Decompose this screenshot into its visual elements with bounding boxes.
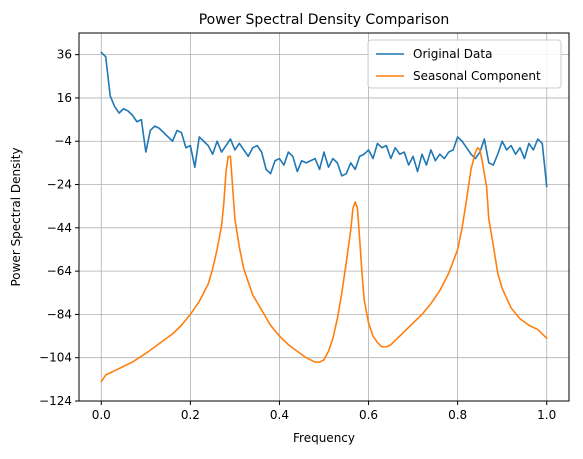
y-tick-label: −4: [54, 134, 72, 148]
x-tick-label: 0.6: [359, 408, 378, 422]
y-tick-label: −104: [39, 351, 72, 365]
x-axis-ticks: 0.0 0.2 0.4 0.6 0.8 1.0: [92, 401, 556, 422]
y-axis-ticks: 36 16 −4 −24 −44 −64 −84 −104 −124: [39, 48, 79, 408]
x-tick-label: 0.2: [181, 408, 200, 422]
x-axis-label: Frequency: [293, 431, 355, 445]
grid: [79, 33, 569, 402]
x-tick-label: 0.8: [448, 408, 467, 422]
y-tick-label: 16: [57, 91, 72, 105]
chart-title: Power Spectral Density Comparison: [199, 12, 450, 28]
legend-label: Seasonal Component: [413, 69, 541, 83]
y-tick-label: −84: [47, 307, 72, 321]
legend: Original Data Seasonal Component: [367, 39, 562, 89]
series-line-original-data: [100, 51, 548, 188]
legend-label: Original Data: [413, 47, 492, 61]
y-axis-label: Power Spectral Density: [9, 147, 23, 286]
y-tick-label: −44: [47, 221, 72, 235]
series-line-seasonal-component: [100, 146, 548, 383]
plot-frame: [78, 32, 570, 402]
y-tick-label: −64: [47, 264, 72, 278]
legend-box: [367, 39, 562, 89]
x-tick-label: 0.4: [270, 408, 289, 422]
x-tick-label: 0.0: [92, 408, 111, 422]
series-layer: [100, 51, 548, 383]
y-tick-label: 36: [57, 48, 72, 62]
y-tick-label: −24: [47, 178, 72, 192]
x-tick-label: 1.0: [537, 408, 556, 422]
y-tick-label: −124: [39, 394, 72, 408]
